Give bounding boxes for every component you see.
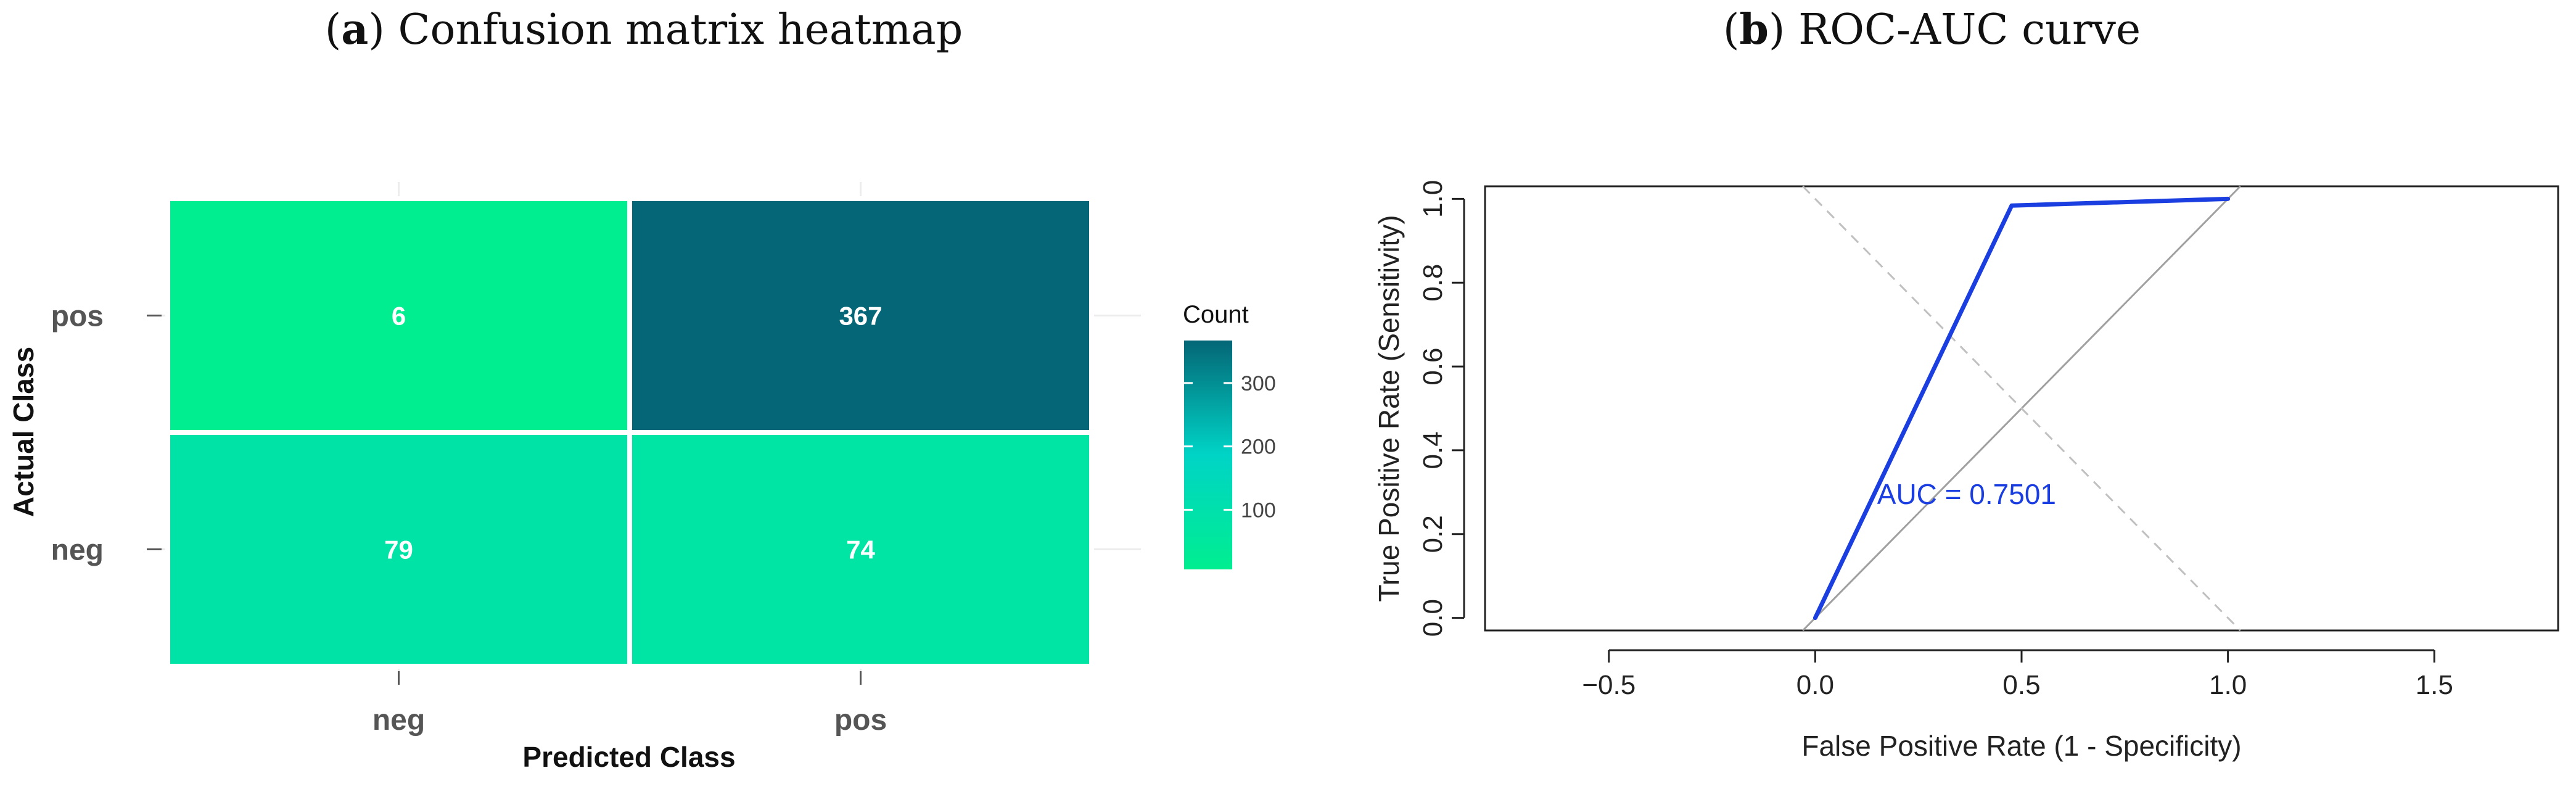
dashed-guide-line bbox=[1802, 185, 2241, 632]
x-axis-title: False Positive Rate (1 - Specificity) bbox=[1801, 730, 2241, 762]
legend-colorbar bbox=[1184, 341, 1232, 569]
x-tick-label: 0.0 bbox=[1796, 670, 1834, 700]
cell-value-label: 79 bbox=[384, 535, 413, 564]
roc-curve-line bbox=[1813, 196, 2231, 621]
heatmap-cell bbox=[165, 430, 632, 669]
heatmap-cell bbox=[627, 430, 1094, 669]
panel-a-caption: (a) Confusion matrix heatmap bbox=[324, 5, 963, 54]
x-tick-label: neg bbox=[372, 704, 425, 737]
legend-tick-label: 100 bbox=[1241, 498, 1276, 522]
roc-auc-panel: (b) ROC-AUC curve 0.0 0.2 0.4 0.6 0.8 1.0 −0.5… bbox=[1288, 0, 2576, 789]
cell-value-label: 6 bbox=[392, 302, 406, 331]
legend-tick-label: 300 bbox=[1241, 372, 1276, 395]
y-tick-label: 0.0 bbox=[1418, 599, 1448, 637]
confusion-matrix-panel: (a) Confusion matrix heatmap 6 367 79 74 pos… bbox=[7, 5, 1276, 773]
panel-a-title: Confusion matrix heatmap bbox=[398, 6, 963, 54]
roc-curve-chart: 0.0 0.2 0.4 0.6 0.8 1.0 −0.5 0.0 0.5 1.0 1.5 False … bbox=[1373, 180, 2559, 762]
legend-title: Count bbox=[1183, 301, 1249, 328]
x-axis-title: Predicted Class bbox=[522, 741, 735, 773]
panel-a-letter: a bbox=[341, 5, 369, 54]
y-tick-label: neg bbox=[51, 534, 104, 567]
cell-value-label: 74 bbox=[846, 535, 875, 564]
auc-annotation: AUC = 0.7501 bbox=[1877, 478, 2056, 510]
x-tick-label: −0.5 bbox=[1582, 670, 1636, 700]
y-tick-label: 1.0 bbox=[1418, 180, 1448, 218]
panel-b-caption: (b) ROC-AUC curve bbox=[1722, 5, 2141, 54]
y-axis-title: True Positive Rate (Sensitivity) bbox=[1373, 215, 1405, 601]
y-tick-label: 0.4 bbox=[1418, 431, 1448, 469]
y-tick-label: 0.6 bbox=[1418, 347, 1448, 385]
cell-value-label: 367 bbox=[839, 302, 882, 331]
confusion-matrix-heatmap: 6 367 79 74 pos neg neg pos Predicted Class Actua… bbox=[7, 182, 1276, 773]
y-axis-title: Actual Class bbox=[7, 347, 39, 517]
y-tick-label: pos bbox=[51, 300, 104, 333]
panel-b-letter: b bbox=[1739, 5, 1769, 54]
x-tick-label: pos bbox=[834, 704, 887, 737]
plot-frame bbox=[1484, 185, 2559, 632]
legend-tick-label: 200 bbox=[1241, 436, 1276, 459]
panel-b-title: ROC-AUC curve bbox=[1798, 6, 2141, 54]
x-tick-label: 1.0 bbox=[2209, 670, 2247, 700]
y-tick-label: 0.2 bbox=[1418, 515, 1448, 553]
y-tick-label: 0.8 bbox=[1418, 264, 1448, 302]
x-tick-label: 1.5 bbox=[2416, 670, 2453, 700]
x-tick-label: 0.5 bbox=[2002, 670, 2040, 700]
